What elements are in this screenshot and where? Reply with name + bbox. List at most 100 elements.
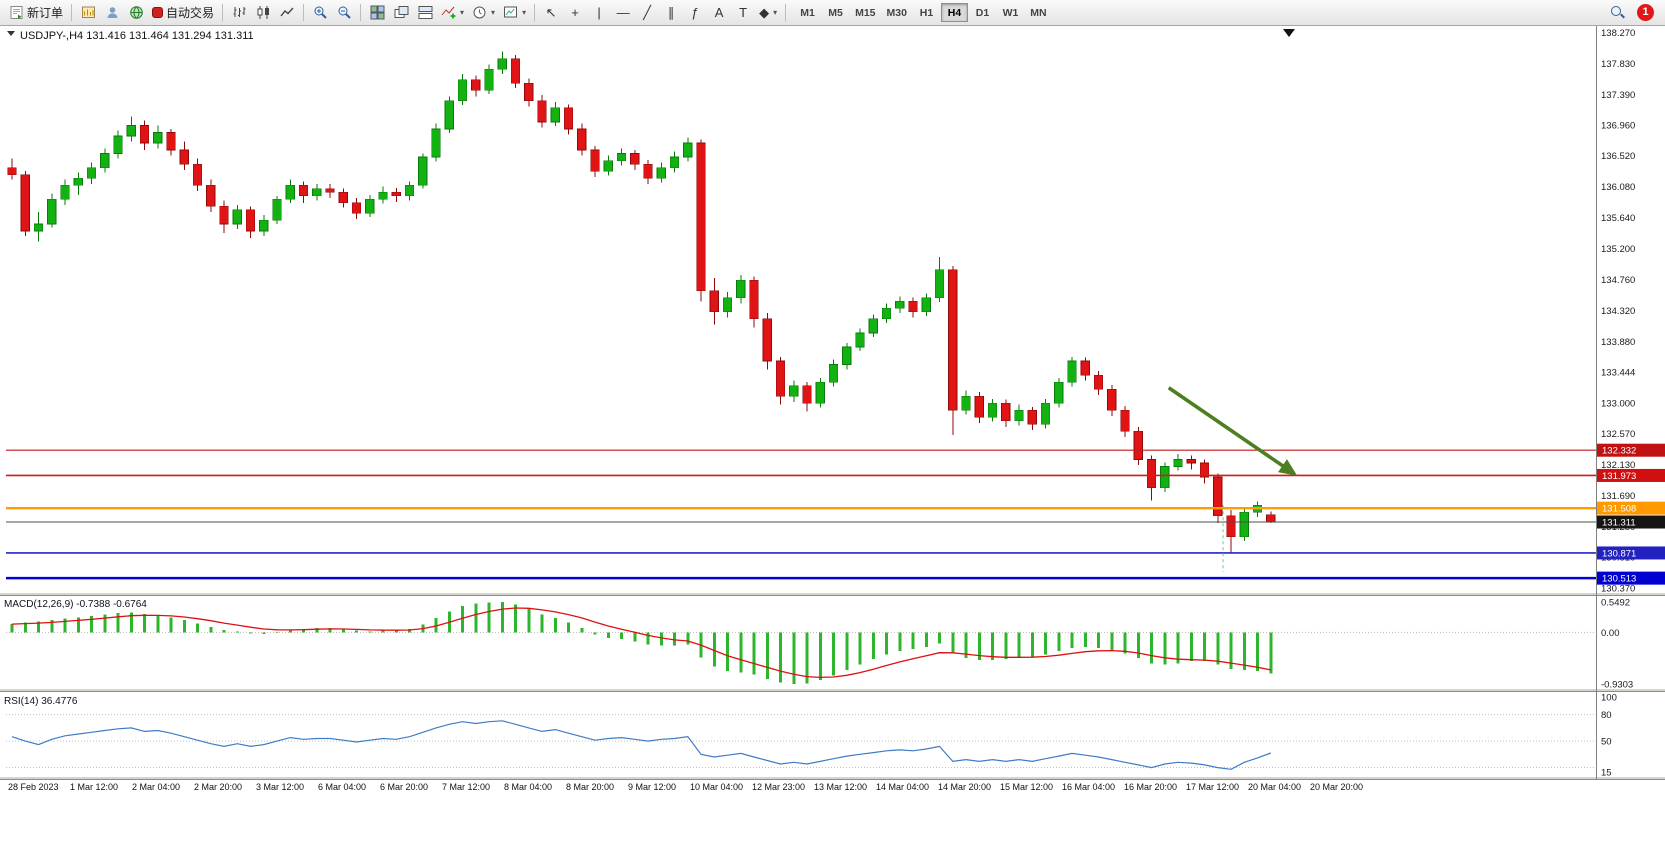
shift-end-marker[interactable]: [1283, 29, 1295, 37]
timeframe-button-m15[interactable]: M15: [850, 3, 880, 22]
templates-button[interactable]: [499, 2, 530, 24]
timeframe-button-w1[interactable]: W1: [997, 3, 1024, 22]
candles-layer: [7, 51, 1276, 553]
trendline-tool-button[interactable]: ╱: [635, 2, 659, 24]
timeframe-button-m5[interactable]: M5: [822, 3, 849, 22]
panel-splitter[interactable]: [0, 776, 1665, 780]
svg-text:100: 100: [1601, 693, 1617, 704]
toolbar-separator: [360, 4, 362, 21]
tile-windows-button[interactable]: [365, 2, 389, 24]
toolbar-separator: [534, 4, 536, 21]
crosshair-tool-button[interactable]: +: [563, 2, 587, 24]
shapes-tool-button[interactable]: ◆: [755, 2, 781, 24]
svg-text:16 Mar 04:00: 16 Mar 04:00: [1062, 782, 1115, 792]
label-tool-button[interactable]: T: [731, 2, 755, 24]
svg-text:12 Mar 23:00: 12 Mar 23:00: [752, 782, 805, 792]
text-tool-button[interactable]: A: [707, 2, 731, 24]
timeframe-button-h1[interactable]: H1: [913, 3, 940, 22]
svg-text:15: 15: [1601, 767, 1612, 778]
svg-text:0.5492: 0.5492: [1601, 597, 1630, 608]
cursor-icon: ↖: [545, 5, 557, 20]
timeframe-button-mn[interactable]: MN: [1025, 3, 1052, 22]
timeframe-group: M1 M5 M15 M30 H1 H4 D1 W1 MN: [794, 3, 1052, 22]
horizontal-line-tool-button[interactable]: —: [611, 2, 635, 24]
svg-text:134.320: 134.320: [1601, 306, 1635, 317]
toolbar-separator: [303, 4, 305, 21]
label-tool-icon: T: [739, 5, 748, 20]
chart-window-icon: [81, 5, 96, 20]
rsi-axis-labels: 100 80 50 15: [1601, 693, 1617, 779]
svg-text:6 Mar 04:00: 6 Mar 04:00: [318, 782, 366, 792]
line-chart-icon: [279, 5, 295, 20]
svg-text:135.640: 135.640: [1601, 213, 1635, 224]
channel-tool-button[interactable]: ∥: [659, 2, 683, 24]
svg-text:3 Mar 12:00: 3 Mar 12:00: [256, 782, 304, 792]
trendline-icon: ╱: [643, 5, 651, 20]
macd-signal-line: [11, 607, 1271, 679]
shapes-icon: ◆: [759, 5, 770, 20]
svg-text:137.390: 137.390: [1601, 90, 1635, 101]
svg-text:130.871: 130.871: [1602, 548, 1636, 559]
vertical-line-tool-button[interactable]: |: [587, 2, 611, 24]
periods-button[interactable]: [468, 2, 499, 24]
rsi-label: RSI(14) 36.4776: [4, 696, 78, 707]
svg-text:131.690: 131.690: [1601, 491, 1635, 502]
svg-text:133.444: 133.444: [1601, 368, 1635, 379]
text-tool-icon: A: [714, 5, 724, 20]
crosshair-icon: +: [571, 5, 579, 20]
community-button[interactable]: [124, 2, 148, 24]
panel-splitter[interactable]: [0, 688, 1665, 692]
svg-text:8 Mar 04:00: 8 Mar 04:00: [504, 782, 552, 792]
autotrading-button[interactable]: 自动交易: [148, 2, 218, 24]
fibonacci-tool-button[interactable]: ƒ: [683, 2, 707, 24]
svg-text:2 Mar 20:00: 2 Mar 20:00: [194, 782, 242, 792]
svg-text:2 Mar 04:00: 2 Mar 04:00: [132, 782, 180, 792]
svg-text:133.880: 133.880: [1601, 337, 1635, 348]
svg-text:130.513: 130.513: [1602, 574, 1636, 585]
bar-chart-type-button[interactable]: [227, 2, 251, 24]
svg-text:136.960: 136.960: [1601, 120, 1635, 131]
svg-text:131.973: 131.973: [1602, 471, 1636, 482]
line-chart-type-button[interactable]: [275, 2, 299, 24]
timeframe-button-d1[interactable]: D1: [969, 3, 996, 22]
horizontal-level-lines[interactable]: [6, 449, 1596, 580]
zoom-out-button[interactable]: [332, 2, 356, 24]
timeframe-button-m30[interactable]: M30: [882, 3, 912, 22]
new-order-button[interactable]: 新订单: [5, 2, 67, 24]
cascade-windows-icon: [394, 5, 409, 20]
svg-text:138.270: 138.270: [1601, 28, 1635, 39]
channel-icon: ∥: [667, 5, 675, 20]
cursor-tool-button[interactable]: ↖: [539, 2, 563, 24]
timeframe-button-m1[interactable]: M1: [794, 3, 821, 22]
candlestick-type-button[interactable]: [251, 2, 275, 24]
trend-arrow-annotation[interactable]: [1167, 386, 1298, 476]
accounts-button[interactable]: [100, 2, 124, 24]
svg-text:135.200: 135.200: [1601, 244, 1635, 255]
timeframe-button-h4[interactable]: H4: [940, 3, 968, 22]
chart-area[interactable]: USDJPY-,H4 131.416 131.464 131.294 131.3…: [0, 26, 1665, 845]
arrange-windows-button[interactable]: [413, 2, 437, 24]
zoom-in-button[interactable]: [308, 2, 332, 24]
svg-text:136.520: 136.520: [1601, 151, 1635, 162]
svg-text:8 Mar 20:00: 8 Mar 20:00: [566, 782, 614, 792]
svg-text:1 Mar 12:00: 1 Mar 12:00: [70, 782, 118, 792]
symbol-collapse-icon[interactable]: [7, 31, 15, 36]
user-icon: [105, 5, 120, 20]
autotrading-label: 自动交易: [166, 6, 215, 20]
zoom-in-icon: [313, 5, 328, 20]
cascade-windows-button[interactable]: [389, 2, 413, 24]
indicators-button[interactable]: [437, 2, 468, 24]
panel-splitter[interactable]: [0, 592, 1665, 596]
arrange-windows-icon: [418, 5, 433, 20]
svg-text:14 Mar 20:00: 14 Mar 20:00: [938, 782, 991, 792]
chart-window-button[interactable]: [76, 2, 100, 24]
search-button[interactable]: [1605, 2, 1629, 24]
notification-badge[interactable]: 1: [1637, 4, 1654, 21]
fibonacci-icon: ƒ: [691, 5, 699, 20]
indicators-icon: [441, 5, 456, 20]
svg-text:15 Mar 12:00: 15 Mar 12:00: [1000, 782, 1053, 792]
macd-axis-labels: 0.5492 0.00 -0.9303: [1601, 597, 1633, 690]
svg-text:17 Mar 12:00: 17 Mar 12:00: [1186, 782, 1239, 792]
svg-text:137.830: 137.830: [1601, 59, 1635, 70]
svg-text:0.00: 0.00: [1601, 628, 1620, 639]
